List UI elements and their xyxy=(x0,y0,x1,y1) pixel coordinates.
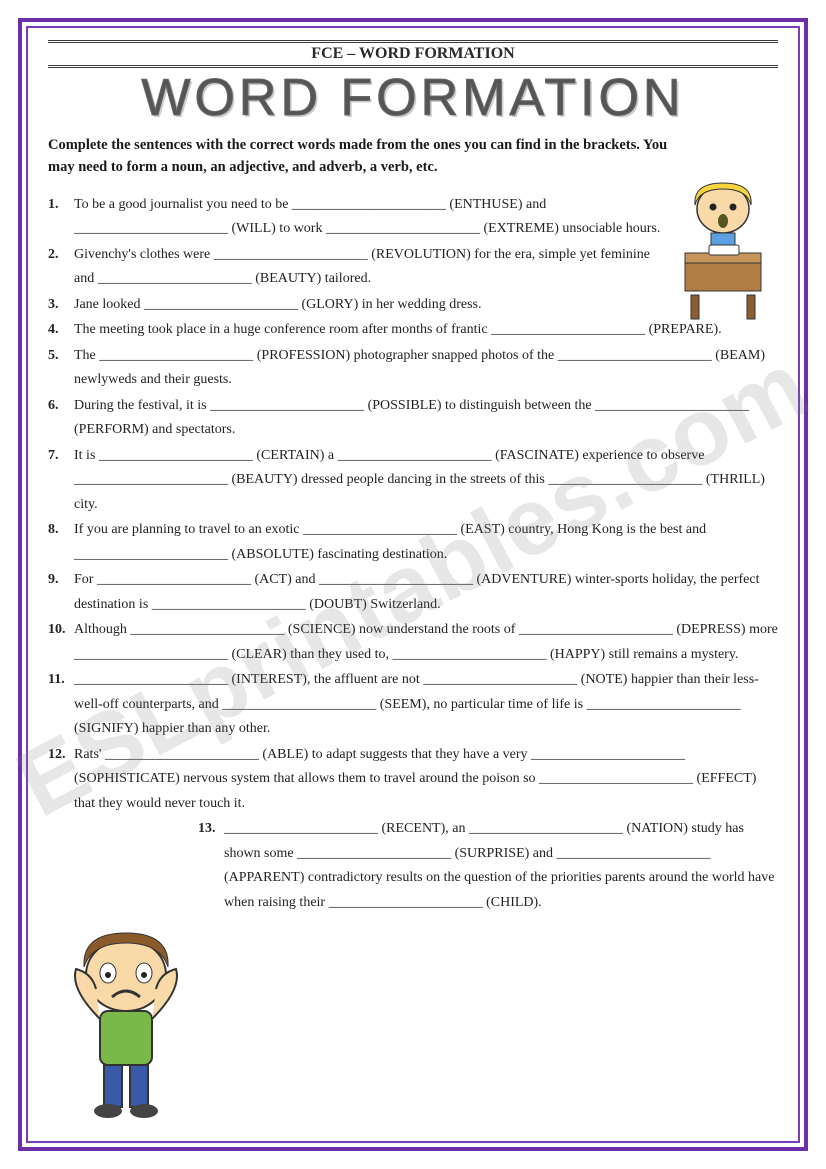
question-text: ______________________ (INTEREST), the a… xyxy=(74,668,778,742)
question-number: 11. xyxy=(48,668,74,742)
question-number: 7. xyxy=(48,444,74,518)
instructions-text: Complete the sentences with the correct … xyxy=(48,134,778,179)
question-number: 13. xyxy=(198,817,224,915)
question-row: 10. Although ______________________ (SCI… xyxy=(48,618,778,667)
question-text: During the festival, it is _____________… xyxy=(74,394,778,443)
question-number: 10. xyxy=(48,618,74,667)
question-number: 6. xyxy=(48,394,74,443)
question-row: 6. During the festival, it is __________… xyxy=(48,394,778,443)
question-number: 4. xyxy=(48,318,74,343)
question-text: Although ______________________ (SCIENCE… xyxy=(74,618,778,667)
question-text: The ______________________ (PROFESSION) … xyxy=(74,344,778,393)
question-row: 11. ______________________ (INTEREST), t… xyxy=(48,668,778,742)
question-row: 7. It is ______________________ (CERTAIN… xyxy=(48,444,778,518)
question-row: 12. Rats' ______________________ (ABLE) … xyxy=(48,743,778,817)
question-number: 5. xyxy=(48,344,74,393)
question-number: 9. xyxy=(48,568,74,617)
student-desk-icon xyxy=(665,175,780,325)
question-row: 9. For ______________________ (ACT) and … xyxy=(48,568,778,617)
page-title: WORD FORMATION xyxy=(48,72,778,124)
question-text: Jane looked ______________________ (GLOR… xyxy=(74,293,668,318)
question-text: ______________________ (RECENT), an ____… xyxy=(224,817,778,915)
question-number: 1. xyxy=(48,193,74,242)
question-text: If you are planning to travel to an exot… xyxy=(74,518,778,567)
question-number: 8. xyxy=(48,518,74,567)
stressed-student-icon xyxy=(46,919,206,1119)
question-text: For ______________________ (ACT) and ___… xyxy=(74,568,778,617)
question-number: 2. xyxy=(48,243,74,292)
question-text: It is ______________________ (CERTAIN) a… xyxy=(74,444,778,518)
question-number: 3. xyxy=(48,293,74,318)
question-row: 8. If you are planning to travel to an e… xyxy=(48,518,778,567)
question-number: 12. xyxy=(48,743,74,817)
question-text: Rats' ______________________ (ABLE) to a… xyxy=(74,743,778,817)
question-row: 13. ______________________ (RECENT), an … xyxy=(48,817,778,915)
header-subtitle: FCE – WORD FORMATION xyxy=(48,40,778,68)
question-text: Givenchy's clothes were ________________… xyxy=(74,243,668,292)
question-text: To be a good journalist you need to be _… xyxy=(74,193,668,242)
question-row: 5. The ______________________ (PROFESSIO… xyxy=(48,344,778,393)
